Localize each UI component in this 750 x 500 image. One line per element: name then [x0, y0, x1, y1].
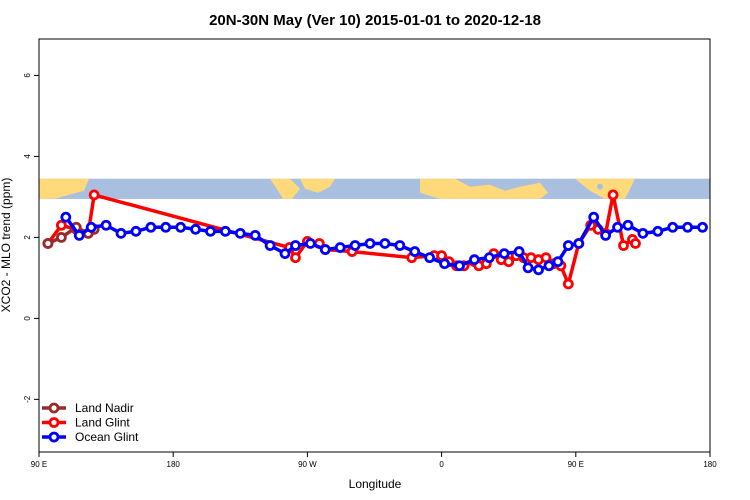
series-ocean-glint: [60, 211, 708, 276]
data-point: [304, 238, 316, 249]
data-point: [145, 221, 157, 233]
data-point: [454, 260, 465, 272]
data-point: [588, 211, 600, 223]
data-point: [364, 238, 376, 249]
x-tick-label: 180: [703, 460, 717, 469]
data-point: [409, 246, 421, 257]
data-point: [612, 221, 623, 233]
data-point: [522, 262, 534, 274]
legend-marker: [48, 431, 60, 443]
data-point: [618, 240, 629, 251]
map-land: [39, 178, 89, 199]
y-tick-label: 0: [23, 316, 32, 321]
legend-label: Ocean Glint: [75, 430, 139, 444]
data-point: [205, 225, 216, 237]
y-tick-label: 2: [23, 235, 32, 240]
data-point: [533, 264, 544, 276]
data-point: [682, 221, 694, 233]
data-point: [697, 221, 708, 233]
data-point: [439, 258, 450, 270]
data-point: [562, 278, 574, 290]
data-point: [85, 221, 97, 233]
data-point: [469, 254, 480, 266]
data-point: [115, 227, 127, 239]
legend-label: Land Nadir: [75, 401, 134, 415]
data-point: [349, 240, 361, 251]
x-tick-label: 180: [167, 460, 181, 469]
y-tick-label: 4: [23, 154, 32, 159]
series-land-glint: [42, 189, 641, 290]
data-point: [334, 242, 346, 253]
data-point: [483, 252, 495, 264]
y-axis-label: XCO2 - MLO trend (ppm): [0, 178, 13, 313]
legend-marker: [48, 402, 60, 414]
data-point: [60, 211, 72, 223]
data-point: [394, 240, 406, 251]
data-point: [190, 223, 201, 235]
x-tick-label: 0: [439, 460, 444, 469]
map-land: [270, 178, 300, 199]
x-tick-label: 90 E: [568, 460, 584, 469]
data-point: [234, 227, 246, 239]
data-point: [379, 238, 391, 249]
data-point: [573, 238, 585, 249]
data-point: [552, 256, 564, 268]
data-point: [249, 229, 261, 241]
data-point: [73, 229, 85, 241]
data-point: [264, 240, 276, 251]
data-point: [42, 238, 54, 249]
map-land: [575, 178, 635, 199]
data-point: [652, 225, 664, 237]
data-point: [219, 225, 231, 237]
data-point: [175, 221, 187, 233]
legend-label: Land Glint: [75, 416, 130, 430]
chart-title: 20N-30N May (Ver 10) 2015-01-01 to 2020-…: [209, 12, 541, 29]
data-point: [607, 189, 619, 201]
y-tick-label: -2: [23, 395, 32, 403]
data-point: [290, 252, 301, 264]
x-tick-label: 90 W: [298, 460, 317, 469]
x-axis-label: Longitude: [349, 477, 402, 491]
data-point: [160, 221, 172, 233]
data-point: [424, 252, 436, 264]
y-tick-label: 6: [23, 73, 32, 78]
series-layer: [42, 189, 708, 290]
map-strip: [39, 178, 710, 199]
map-lake: [597, 183, 603, 190]
data-point: [498, 248, 510, 259]
data-point: [55, 232, 67, 243]
data-point: [130, 225, 142, 237]
data-point: [630, 238, 641, 249]
map-land: [420, 178, 548, 199]
data-point: [543, 260, 555, 272]
data-point: [100, 219, 112, 231]
axis-ticks: 90 E 180 90 W 0 90 E 180 -2 0 2 4 6: [23, 73, 717, 469]
data-point: [319, 244, 331, 255]
data-point: [562, 240, 574, 251]
data-point: [637, 227, 649, 239]
plot-frame: [38, 38, 711, 453]
data-point: [667, 221, 679, 233]
data-point: [503, 256, 515, 268]
data-point: [290, 240, 301, 251]
data-point: [600, 229, 612, 241]
x-tick-label: 90 E: [31, 460, 47, 469]
data-point: [622, 219, 634, 231]
map-land: [300, 178, 335, 193]
data-point: [55, 219, 67, 231]
data-point: [279, 248, 291, 259]
legend-marker: [48, 417, 60, 428]
data-point: [88, 189, 100, 201]
data-point: [513, 246, 525, 257]
